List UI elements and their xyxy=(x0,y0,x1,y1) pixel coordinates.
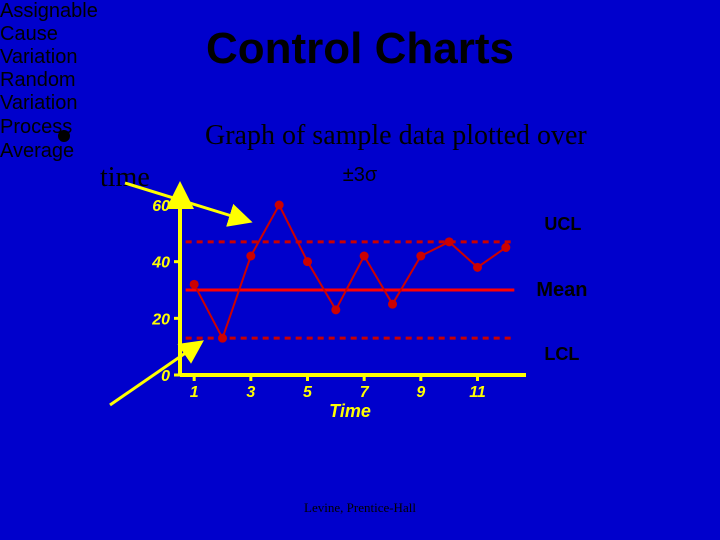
x-tick-label: 7 xyxy=(360,384,370,401)
data-point xyxy=(360,252,369,261)
data-line xyxy=(194,205,506,338)
data-point xyxy=(246,252,255,261)
x-axis-title: Time xyxy=(329,401,371,421)
x-tick-label: 11 xyxy=(469,384,486,401)
data-point xyxy=(275,201,284,210)
data-point xyxy=(501,243,510,252)
data-point xyxy=(445,237,454,246)
label-random-variation: Random Variation xyxy=(0,69,720,115)
lcl-label: LCL xyxy=(544,344,579,364)
y-tick-label: 40 xyxy=(151,255,170,272)
data-point xyxy=(218,334,227,343)
data-point xyxy=(416,252,425,261)
label-random-l2: Variation xyxy=(0,92,720,115)
data-point xyxy=(303,257,312,266)
ucl-label: UCL xyxy=(544,214,581,234)
slide-title: Control Charts xyxy=(0,24,720,74)
x-tick-label: 5 xyxy=(303,384,313,401)
data-point xyxy=(190,280,199,289)
data-point xyxy=(331,305,340,314)
bullet-dot xyxy=(58,130,70,142)
control-chart: 02040601357911TimeUCLMeanLCL xyxy=(130,185,540,415)
label-assignable-l1: Assignable xyxy=(0,0,720,23)
body-line-1: Graph of sample data plotted over xyxy=(205,120,587,152)
y-tick-label: 20 xyxy=(151,311,170,328)
y-tick-label: 60 xyxy=(152,198,170,215)
mean-label: Mean xyxy=(536,279,587,301)
data-point xyxy=(388,300,397,309)
footer-citation: Levine, Prentice-Hall xyxy=(0,500,720,516)
assignable-arrow xyxy=(125,183,248,221)
data-point xyxy=(473,263,482,272)
x-tick-label: 1 xyxy=(190,384,199,401)
x-tick-label: 3 xyxy=(246,384,255,401)
x-tick-label: 9 xyxy=(416,384,425,401)
